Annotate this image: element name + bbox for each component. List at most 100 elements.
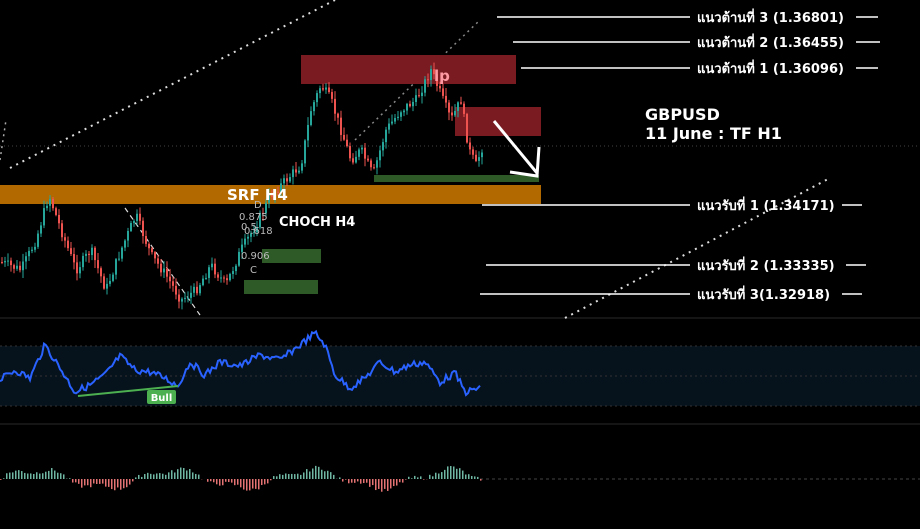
macd-bar bbox=[219, 479, 221, 486]
candle bbox=[118, 251, 120, 262]
macd-bar bbox=[189, 469, 191, 479]
macd-bar bbox=[393, 479, 395, 487]
candle bbox=[106, 277, 108, 295]
macd-bar bbox=[456, 468, 458, 479]
candle bbox=[475, 150, 477, 163]
macd-bar bbox=[459, 468, 461, 479]
candle bbox=[337, 112, 339, 125]
candle bbox=[151, 246, 153, 255]
macd-bar bbox=[15, 470, 17, 479]
candle bbox=[133, 219, 135, 227]
macd-bar bbox=[195, 473, 197, 479]
candle bbox=[391, 114, 393, 126]
candle bbox=[7, 253, 9, 267]
macd-bar bbox=[411, 478, 413, 479]
candle bbox=[58, 209, 60, 229]
macd-bar bbox=[3, 478, 5, 479]
candle bbox=[409, 100, 411, 108]
macd-bar bbox=[165, 474, 167, 479]
macd-bar bbox=[357, 479, 359, 482]
candle bbox=[211, 257, 213, 271]
candle bbox=[454, 104, 456, 118]
macd-bar bbox=[447, 466, 449, 479]
candle bbox=[277, 186, 279, 196]
candle bbox=[460, 96, 462, 105]
candle bbox=[214, 258, 216, 279]
macd-bar bbox=[36, 472, 38, 479]
macd-bar bbox=[162, 473, 164, 479]
macd-bar bbox=[471, 475, 473, 479]
macd-bar bbox=[0, 479, 2, 480]
candle bbox=[379, 145, 381, 168]
candle bbox=[163, 261, 165, 279]
macd-bar bbox=[12, 472, 14, 479]
macd-bar bbox=[237, 479, 239, 485]
macd-bar bbox=[465, 474, 467, 479]
candle bbox=[415, 88, 417, 106]
macd-bar bbox=[147, 472, 149, 479]
candle bbox=[421, 86, 423, 104]
macd-bar bbox=[48, 470, 50, 479]
left-edge-line bbox=[0, 119, 7, 161]
macd-bar bbox=[33, 473, 35, 479]
candle bbox=[343, 127, 345, 141]
srf-h4-label: SRF H4 bbox=[227, 186, 288, 204]
candle bbox=[478, 151, 480, 167]
candle bbox=[64, 233, 66, 248]
candle bbox=[61, 220, 63, 242]
candle bbox=[316, 90, 318, 107]
macd-bar bbox=[60, 473, 62, 479]
macd-bar bbox=[360, 479, 362, 484]
candle bbox=[28, 246, 30, 262]
candle bbox=[4, 256, 6, 267]
macd-histogram bbox=[0, 465, 482, 492]
macd-bar bbox=[264, 479, 266, 485]
macd-bar bbox=[135, 477, 137, 479]
candle bbox=[286, 173, 288, 187]
macd-bar bbox=[384, 479, 386, 489]
macd-bar bbox=[57, 472, 59, 479]
candle bbox=[52, 196, 54, 211]
rsi-line bbox=[0, 329, 481, 397]
macd-bar bbox=[18, 470, 20, 479]
candle bbox=[373, 163, 375, 170]
candle bbox=[367, 155, 369, 163]
candle bbox=[307, 117, 309, 148]
macd-bar bbox=[402, 479, 404, 483]
candle bbox=[19, 261, 21, 273]
macd-bar bbox=[420, 476, 422, 479]
candle bbox=[235, 263, 237, 275]
candle bbox=[100, 266, 102, 283]
candle bbox=[394, 114, 396, 125]
macd-bar bbox=[450, 466, 452, 479]
macd-bar bbox=[186, 470, 188, 479]
candle bbox=[175, 278, 177, 300]
candle bbox=[31, 246, 33, 254]
macd-bar bbox=[288, 473, 290, 479]
candle bbox=[451, 106, 453, 121]
candle bbox=[469, 137, 471, 155]
candle bbox=[388, 118, 390, 134]
macd-bar bbox=[414, 475, 416, 479]
macd-bar bbox=[258, 479, 260, 490]
candle bbox=[127, 227, 129, 248]
candle bbox=[349, 142, 351, 162]
macd-bar bbox=[297, 473, 299, 479]
candle bbox=[259, 210, 261, 230]
fib-label-05: 0.5 bbox=[241, 222, 257, 233]
macd-bar bbox=[177, 469, 179, 479]
macd-bar bbox=[192, 472, 194, 479]
supply-zone-lower bbox=[455, 107, 541, 136]
candle bbox=[400, 110, 402, 121]
macd-bar bbox=[312, 468, 314, 479]
macd-bar bbox=[87, 479, 89, 486]
macd-bar bbox=[240, 479, 242, 488]
macd-bar bbox=[120, 479, 122, 490]
support-3-label: แนวรับที่ 3(1.32918) bbox=[697, 285, 830, 303]
candle bbox=[190, 285, 192, 304]
candle bbox=[274, 189, 276, 203]
macd-bar bbox=[399, 479, 401, 483]
candle bbox=[85, 250, 87, 262]
candlestick-series bbox=[1, 62, 483, 310]
candle bbox=[322, 83, 324, 92]
